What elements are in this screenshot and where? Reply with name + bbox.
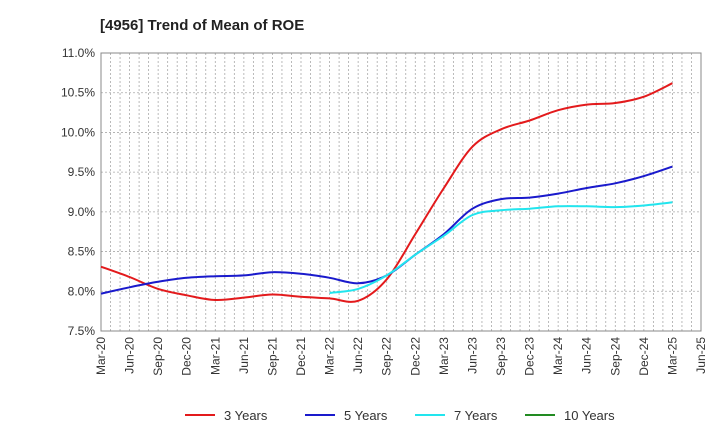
x-tick-label: Jun-21 [237,337,251,374]
x-tick-label: Dec-23 [523,337,537,376]
legend-label: 7 Years [454,408,498,423]
chart-title: [4956] Trend of Mean of ROE [100,17,304,34]
x-tick-label: Sep-24 [608,337,622,376]
y-tick-label: 10.5% [61,86,95,100]
x-tick-label: Sep-20 [151,337,165,376]
y-tick-label: 8.0% [68,284,96,298]
x-tick-label: Jun-22 [351,337,365,374]
grid-lines [101,52,701,332]
x-tick-label: Mar-22 [323,337,337,375]
x-tick-label: Mar-24 [551,337,565,375]
x-tick-label: Dec-22 [408,337,422,376]
y-tick-label: 8.5% [68,245,96,259]
y-tick-label: 7.5% [68,324,96,338]
x-tick-label: Mar-20 [94,337,108,375]
x-tick-label: Jun-24 [580,337,594,374]
x-tick-label: Dec-21 [294,337,308,376]
x-axis: Mar-20 Jun-20 Sep-20 Dec-20 Mar-21 Jun-21 Sep-… [94,337,708,376]
y-tick-label: 9.5% [68,165,96,179]
legend-label: 10 Years [564,408,615,423]
y-tick-label: 10.0% [61,125,95,139]
x-tick-label: Mar-23 [437,337,451,375]
x-tick-label: Jun-25 [694,337,708,374]
x-tick-label: Mar-21 [208,337,222,375]
x-tick-label: Dec-20 [180,337,194,376]
y-tick-label: 9.0% [68,205,96,219]
x-tick-label: Sep-22 [380,337,394,376]
legend: 3 Years 5 Years 7 Years 10 Years [185,408,615,423]
x-tick-label: Sep-23 [494,337,508,376]
series-line-7-years [329,201,673,294]
x-tick-label: Jun-23 [465,337,479,374]
y-axis: 7.5% 8.0% 8.5% 9.0% 9.5% 10.0% 10.5% 11.0% [61,46,95,338]
x-tick-label: Sep-21 [265,337,279,376]
x-tick-label: Dec-24 [637,337,651,376]
y-tick-label: 11.0% [62,46,95,60]
legend-label: 3 Years [224,408,268,423]
x-tick-label: Jun-20 [123,337,137,374]
x-tick-label: Mar-25 [665,337,679,375]
series-line-3-years [100,82,673,303]
series-lines [100,82,673,303]
legend-label: 5 Years [344,408,388,423]
plot-area [100,52,702,332]
